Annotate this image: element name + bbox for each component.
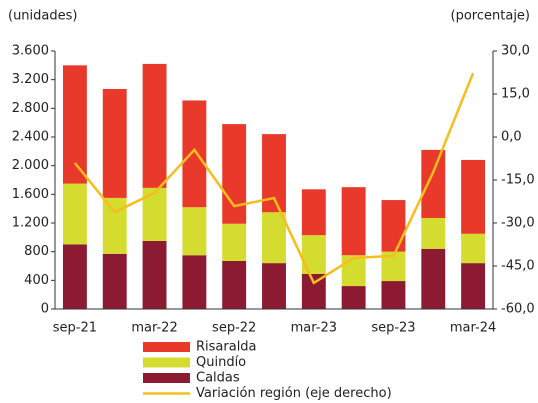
bar-segment bbox=[461, 263, 486, 309]
bar-segment bbox=[301, 189, 326, 236]
line-series bbox=[73, 72, 475, 285]
bar-segment bbox=[102, 197, 127, 254]
bar-segment bbox=[262, 263, 286, 309]
bar-segment bbox=[222, 124, 247, 224]
bar-segment bbox=[182, 255, 207, 309]
y2-tick-label: -30,0 bbox=[501, 216, 535, 231]
bar-segment bbox=[182, 100, 207, 208]
legend-label: Risaralda bbox=[196, 340, 257, 355]
x-tick-label: mar-22 bbox=[131, 321, 177, 336]
bar-segment bbox=[301, 235, 326, 274]
legend-swatch bbox=[143, 342, 190, 352]
x-tick-label: mar-24 bbox=[450, 321, 496, 336]
y-tick-label: 400 bbox=[24, 273, 49, 288]
y2-tick-label: -15,0 bbox=[501, 173, 535, 188]
y2-tick-label: 0,0 bbox=[501, 130, 522, 145]
bar-segment bbox=[381, 200, 406, 252]
bar-segment bbox=[262, 212, 286, 264]
bar-segment bbox=[341, 187, 366, 256]
bar-segment bbox=[262, 134, 286, 213]
legend-label: Quindío bbox=[196, 355, 246, 370]
bar-segment bbox=[62, 183, 87, 245]
bar-segment bbox=[461, 233, 486, 264]
bar-segment bbox=[102, 88, 127, 198]
bar-segment bbox=[102, 253, 127, 309]
bar-segment bbox=[381, 251, 406, 282]
bar-segment bbox=[222, 260, 247, 309]
bar-segment bbox=[142, 187, 167, 241]
legend-swatch bbox=[143, 373, 190, 383]
y2-axis-label: (porcentaje) bbox=[451, 9, 530, 24]
y2-tick-label: 30,0 bbox=[501, 44, 530, 59]
bar-segment bbox=[381, 281, 406, 309]
y2-tick-label: -60,0 bbox=[501, 302, 535, 317]
bar-segment bbox=[142, 240, 167, 309]
y-axis-label: (unidades) bbox=[8, 9, 77, 24]
legend-label: Caldas bbox=[196, 371, 240, 386]
bar-segment bbox=[421, 248, 446, 309]
y-tick-label: 0 bbox=[41, 302, 49, 317]
bar-segment bbox=[222, 223, 247, 261]
bar-segment bbox=[182, 207, 207, 256]
bar-segment bbox=[62, 244, 87, 309]
legend-label: Variación región (eje derecho) bbox=[196, 386, 392, 401]
y-tick-label: 3.600 bbox=[12, 44, 49, 59]
x-tick-label: sep-23 bbox=[371, 321, 415, 336]
y2-tick-label: -45,0 bbox=[501, 259, 535, 274]
bar-segment bbox=[421, 217, 446, 249]
bar-segment bbox=[421, 149, 446, 218]
y-tick-label: 1.600 bbox=[12, 187, 49, 202]
y-tick-label: 1.200 bbox=[12, 216, 49, 231]
y2-tick-label: 15,0 bbox=[501, 87, 530, 102]
y-tick-label: 2.000 bbox=[12, 158, 49, 173]
bar-segment bbox=[301, 273, 326, 309]
legend-swatch bbox=[143, 357, 190, 368]
bar-segment bbox=[341, 286, 366, 309]
bar-segment bbox=[461, 159, 486, 234]
y-tick-label: 3.200 bbox=[12, 72, 49, 87]
y-tick-label: 2.800 bbox=[12, 101, 49, 116]
x-tick-label: sep-21 bbox=[53, 321, 97, 336]
bar-segment bbox=[341, 255, 366, 287]
y-tick-label: 800 bbox=[24, 244, 49, 259]
x-tick-label: sep-22 bbox=[212, 321, 256, 336]
y-tick-label: 2.400 bbox=[12, 130, 49, 145]
bar-segment bbox=[62, 65, 87, 184]
x-tick-label: mar-23 bbox=[291, 321, 337, 336]
bar-segment bbox=[142, 63, 167, 188]
